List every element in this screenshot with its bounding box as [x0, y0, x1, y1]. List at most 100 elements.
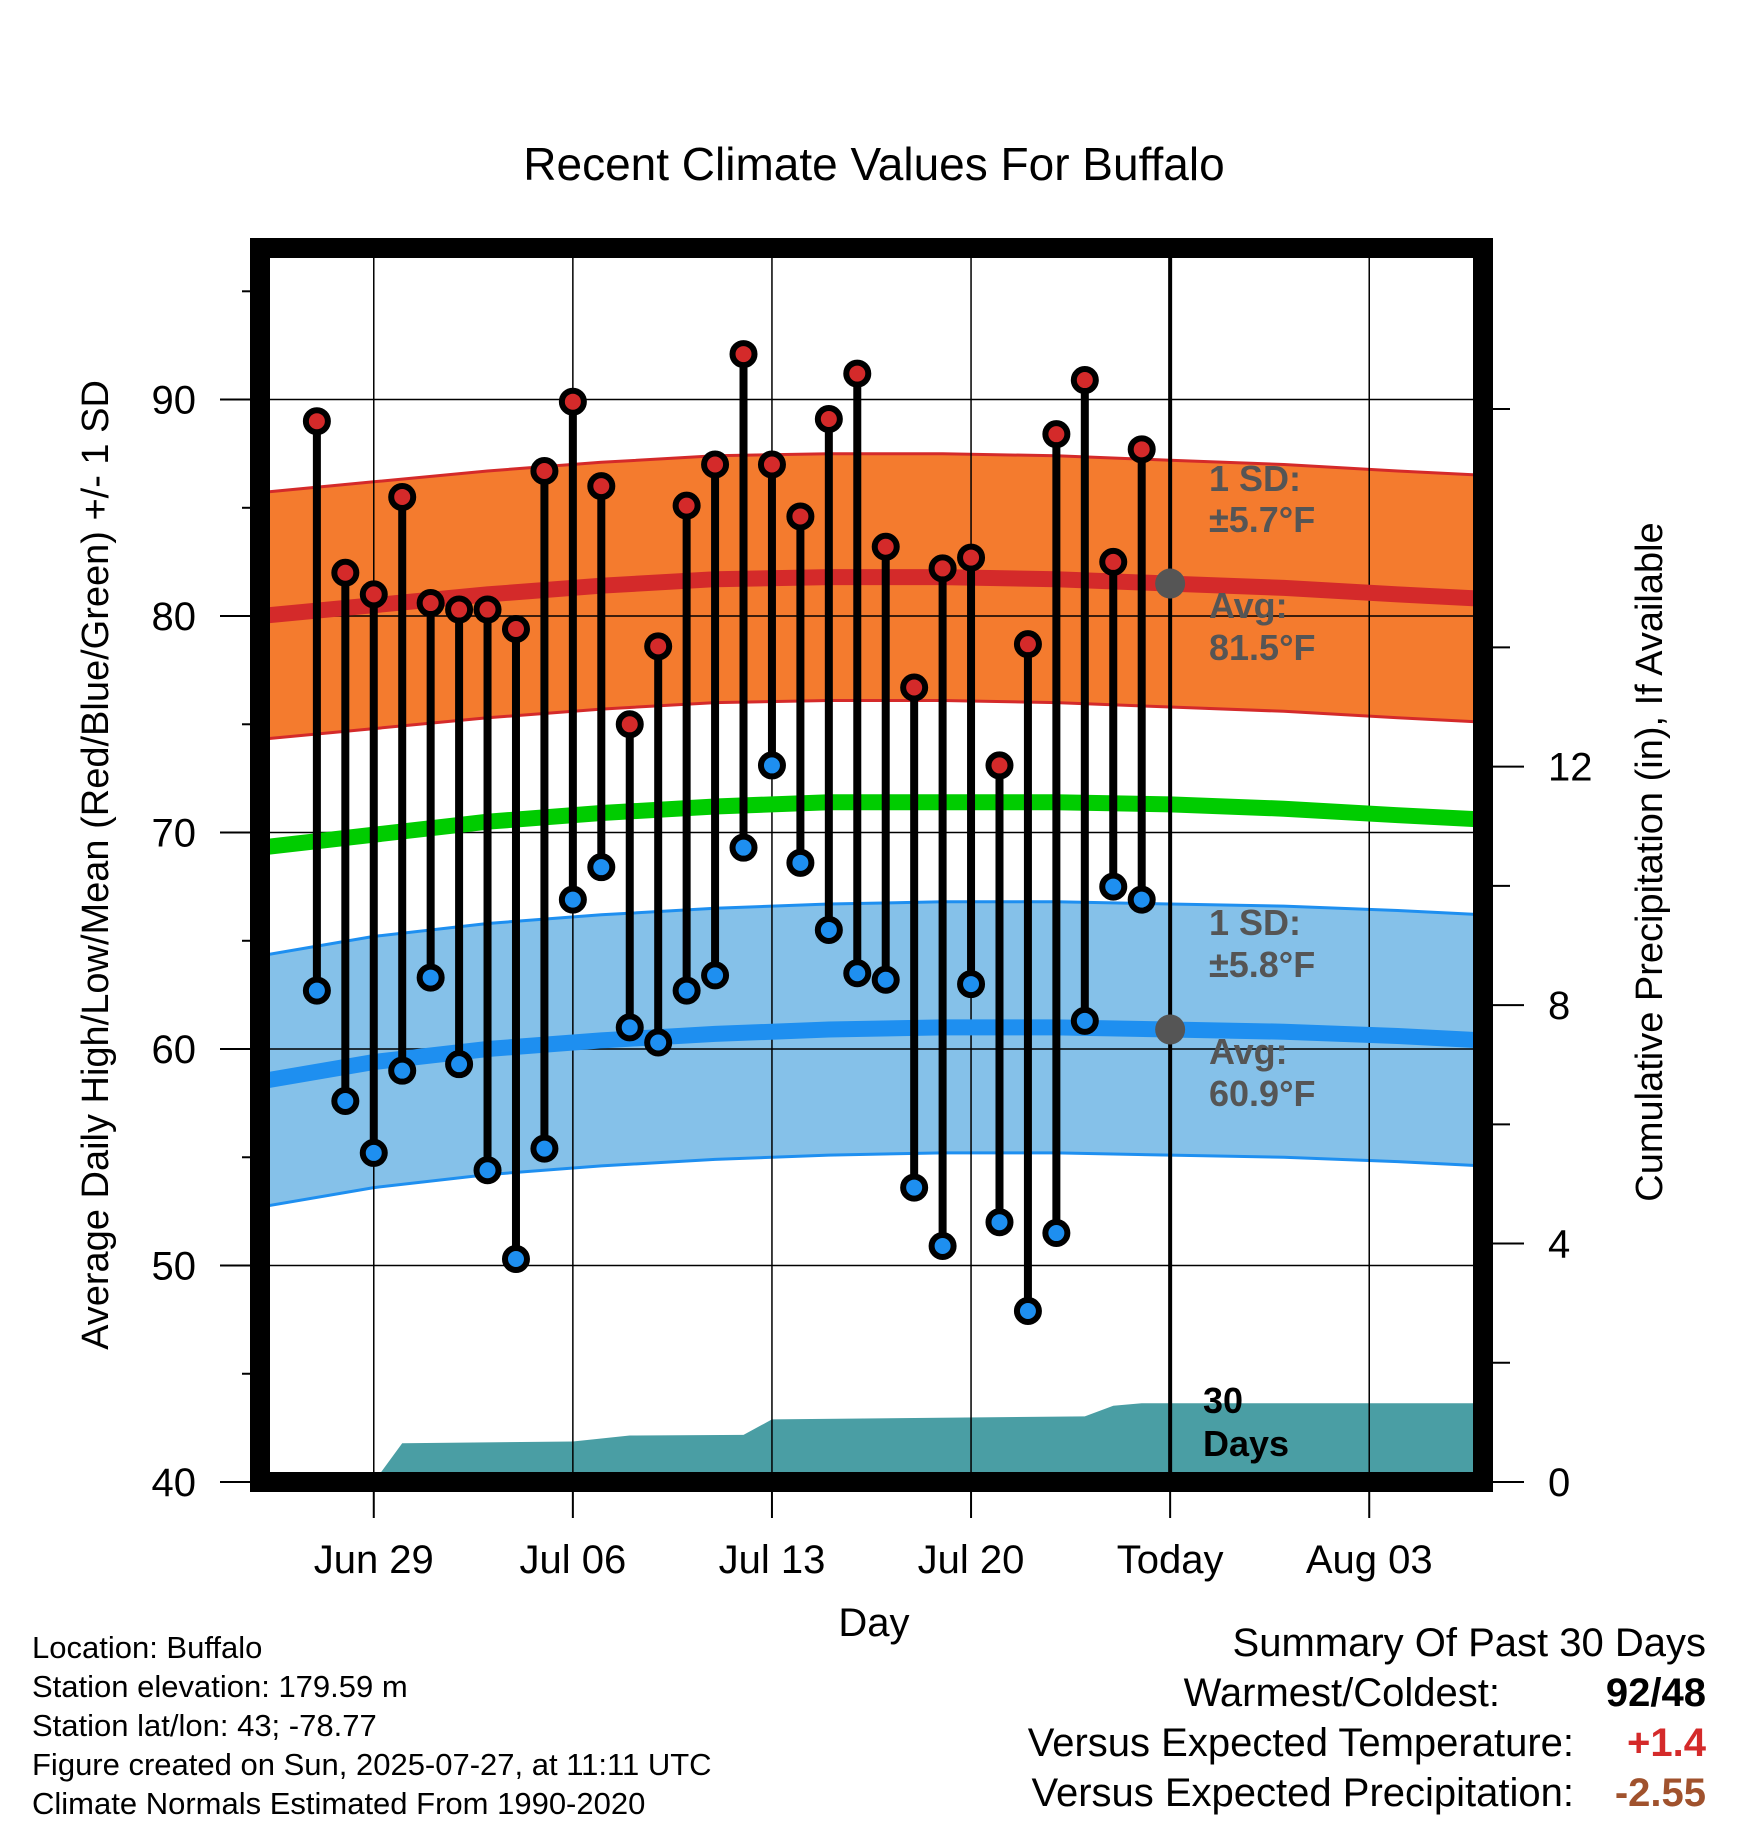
- low-avg-note: Avg:: [1209, 1031, 1288, 1072]
- daily-high-marker: [331, 558, 360, 587]
- y2-tick-label: 12: [1548, 746, 1593, 790]
- daily-marker-layer: [302, 340, 1186, 1325]
- daily-high-marker: [388, 482, 417, 511]
- chart-title: Recent Climate Values For Buffalo: [523, 138, 1224, 190]
- y-tick-label: 40: [152, 1461, 197, 1505]
- daily-high-marker: [644, 632, 673, 661]
- daily-high-marker: [473, 595, 502, 624]
- y-tick-label: 80: [152, 595, 197, 639]
- y-tick-label: 90: [152, 379, 197, 423]
- daily-low-marker: [416, 963, 445, 992]
- low-sd-note: 1 SD:: [1209, 902, 1301, 943]
- daily-high-marker: [900, 673, 929, 702]
- axes-layer: 40 50 60 70 80 90 0 4 8 12 Jun 29 Jul 06 Jul 13 Jul 2…: [75, 238, 1671, 1645]
- latlon-text: Station lat/lon: 43; -78.77: [32, 1708, 377, 1743]
- days-label-note: Days: [1203, 1423, 1289, 1464]
- cumulative-precip-area: [373, 1403, 1483, 1482]
- daily-high-marker: [445, 595, 474, 624]
- normal-mean-line: [260, 794, 1483, 856]
- daily-high-marker: [359, 580, 388, 609]
- summary-panel: Summary Of Past 30 Days Warmest/Coldest:…: [806, 1618, 1706, 1818]
- y2-tick-label: 8: [1548, 984, 1570, 1028]
- y-tick-label: 70: [152, 812, 197, 856]
- temp-label: Versus Expected Temperature:: [1027, 1721, 1574, 1765]
- daily-low-marker: [957, 970, 986, 999]
- daily-low-marker: [359, 1138, 388, 1167]
- precip-value: -2.55: [1614, 1771, 1706, 1815]
- x-axis-label: Day: [838, 1601, 909, 1645]
- daily-high-marker: [302, 407, 331, 436]
- days-count-note: 30: [1203, 1380, 1243, 1421]
- daily-range-layer: [312, 354, 1146, 1311]
- y2-tick-label: 0: [1548, 1461, 1570, 1505]
- daily-high-marker: [1042, 420, 1071, 449]
- x-tick-label: Aug 03: [1306, 1538, 1433, 1582]
- daily-low-marker: [757, 751, 786, 780]
- x-tick-label: Jul 06: [519, 1538, 626, 1582]
- temp-row: Versus Expected Temperature: +1.4: [806, 1718, 1706, 1768]
- daily-high-marker: [814, 405, 843, 434]
- daily-low-marker: [587, 853, 616, 882]
- y-tick-label: 60: [152, 1028, 197, 1072]
- daily-low-marker: [615, 1013, 644, 1042]
- normal-low-line: [260, 1019, 1483, 1090]
- daily-high-marker: [985, 751, 1014, 780]
- elevation-text: Station elevation: 179.59 m: [32, 1669, 408, 1704]
- daily-high-marker: [729, 340, 758, 369]
- low-sd-value: ±5.8°F: [1209, 944, 1315, 985]
- x-tick-label: Jun 29: [314, 1538, 434, 1582]
- daily-low-marker: [530, 1134, 559, 1163]
- today-high-avg-marker: [1155, 568, 1186, 599]
- daily-low-marker: [843, 959, 872, 988]
- daily-high-marker: [757, 450, 786, 479]
- normals-layer: [260, 248, 1483, 1482]
- daily-high-marker: [1070, 366, 1099, 395]
- daily-low-marker: [331, 1086, 360, 1115]
- daily-low-marker: [1099, 872, 1128, 901]
- daily-low-marker: [985, 1208, 1014, 1237]
- daily-low-marker: [445, 1050, 474, 1079]
- daily-low-marker: [701, 961, 730, 990]
- grid-layer: [260, 248, 1483, 1482]
- created-text: Figure created on Sun, 2025-07-27, at 11…: [32, 1747, 712, 1782]
- daily-low-marker: [302, 976, 331, 1005]
- daily-low-marker: [473, 1156, 502, 1185]
- high-avg-value: 81.5°F: [1209, 627, 1315, 668]
- low-avg-value: 60.9°F: [1209, 1073, 1315, 1114]
- high-sd-note: 1 SD:: [1209, 458, 1301, 499]
- daily-low-marker: [558, 885, 587, 914]
- x-tick-label: Jul 13: [719, 1538, 826, 1582]
- location-text: Location: Buffalo: [32, 1630, 263, 1665]
- daily-low-marker: [388, 1056, 417, 1085]
- daily-low-marker: [1013, 1296, 1042, 1325]
- daily-high-marker: [501, 615, 530, 644]
- y2-tick-label: 4: [1548, 1223, 1570, 1267]
- today-low-avg-marker: [1155, 1014, 1186, 1045]
- daily-high-marker: [957, 543, 986, 572]
- precip-label: Versus Expected Precipitation:: [1031, 1771, 1574, 1815]
- high-avg-note: Avg:: [1209, 585, 1288, 626]
- band-layer: [260, 452, 1483, 1482]
- summary-title: Summary Of Past 30 Days: [1232, 1621, 1706, 1665]
- daily-high-marker: [615, 710, 644, 739]
- summary-title-row: Summary Of Past 30 Days: [806, 1618, 1706, 1668]
- daily-high-marker: [843, 359, 872, 388]
- warmest-value: 92/48: [1605, 1671, 1706, 1715]
- precip-row: Versus Expected Precipitation: -2.55: [806, 1768, 1706, 1818]
- plot-frame: [250, 238, 1493, 1492]
- daily-high-marker: [672, 491, 701, 520]
- daily-high-marker: [1099, 547, 1128, 576]
- daily-high-marker: [786, 502, 815, 531]
- warmest-label: Warmest/Coldest:: [1183, 1671, 1500, 1715]
- warmest-row: Warmest/Coldest: 92/48: [806, 1668, 1706, 1718]
- x-tick-label: Jul 20: [918, 1538, 1025, 1582]
- daily-low-marker: [501, 1245, 530, 1274]
- daily-high-marker: [701, 450, 730, 479]
- daily-low-marker: [1042, 1219, 1071, 1248]
- daily-low-marker: [1127, 885, 1156, 914]
- x-tick-label: Today: [1117, 1538, 1224, 1582]
- daily-low-marker: [1070, 1006, 1099, 1035]
- y-axis-label: Average Daily High/Low/Mean (Red/Blue/Gr…: [75, 380, 117, 1350]
